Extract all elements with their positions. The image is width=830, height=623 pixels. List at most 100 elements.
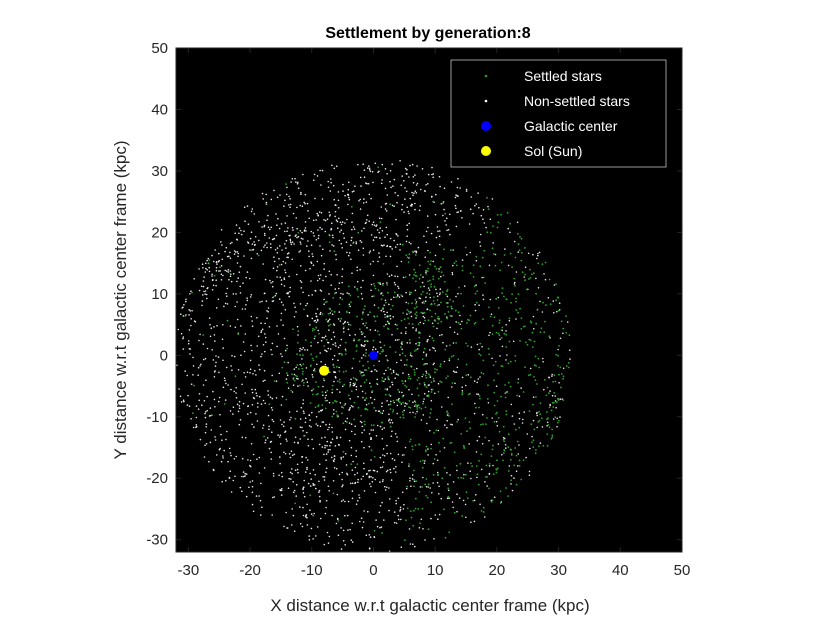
star-point <box>406 235 408 237</box>
star-point <box>330 273 333 276</box>
star-point <box>531 331 534 334</box>
star-point <box>451 424 454 426</box>
star-point <box>372 295 375 297</box>
star-point <box>415 317 417 319</box>
star-point <box>324 230 327 233</box>
star-point <box>408 465 410 467</box>
star-point <box>524 273 527 276</box>
star-point <box>484 282 487 284</box>
star-point <box>301 348 303 351</box>
star-point <box>557 354 559 357</box>
star-point <box>482 298 485 301</box>
star-point <box>336 415 339 418</box>
star-point <box>479 245 482 247</box>
star-point <box>508 319 511 322</box>
star-point <box>305 377 307 380</box>
star-point <box>354 481 357 484</box>
star-point <box>325 338 328 341</box>
star-point <box>362 163 364 165</box>
star-point <box>269 441 272 443</box>
star-point <box>350 423 353 426</box>
star-point <box>225 366 228 369</box>
star-point <box>293 302 295 305</box>
star-point <box>317 405 319 408</box>
star-point <box>182 315 185 317</box>
star-point <box>319 289 322 292</box>
star-point <box>324 436 326 439</box>
star-point <box>414 250 416 252</box>
y-tick-label: 50 <box>151 40 168 57</box>
star-point <box>222 386 225 389</box>
star-point <box>390 186 392 189</box>
star-point <box>395 296 398 299</box>
star-point <box>449 213 451 216</box>
star-point <box>355 388 358 391</box>
star-point <box>425 376 428 379</box>
star-point <box>214 365 217 367</box>
star-point <box>424 319 426 322</box>
star-point <box>299 204 302 207</box>
star-point <box>205 426 207 428</box>
star-point <box>406 206 409 209</box>
star-point <box>488 306 490 309</box>
star-point <box>353 190 355 192</box>
star-point <box>493 253 495 255</box>
star-point <box>424 269 427 272</box>
star-point <box>439 363 442 366</box>
star-point <box>215 361 217 364</box>
star-point <box>427 173 430 176</box>
star-point <box>453 451 456 454</box>
star-point <box>408 274 411 276</box>
star-point <box>394 323 397 326</box>
star-point <box>465 363 468 366</box>
star-point <box>415 480 418 483</box>
star-point <box>385 355 387 357</box>
star-point <box>282 425 285 428</box>
star-point <box>288 234 291 237</box>
star-point <box>397 295 399 297</box>
star-point <box>437 230 439 232</box>
star-point <box>308 217 311 220</box>
star-point <box>338 444 341 446</box>
star-point <box>393 281 396 284</box>
star-point <box>501 345 504 348</box>
star-point <box>311 411 313 414</box>
star-point <box>331 415 334 418</box>
star-point <box>493 391 496 394</box>
star-point <box>261 226 263 228</box>
star-point <box>209 441 212 444</box>
star-point <box>437 315 440 318</box>
star-point <box>378 217 381 219</box>
star-point <box>555 353 558 356</box>
star-point <box>401 243 404 246</box>
star-point <box>257 335 260 338</box>
star-point <box>529 447 531 450</box>
star-point <box>437 429 440 432</box>
star-point <box>351 221 353 223</box>
star-point <box>373 364 375 367</box>
star-point <box>327 341 330 344</box>
star-point <box>390 435 393 438</box>
star-point <box>427 249 429 252</box>
star-point <box>366 327 368 329</box>
star-point <box>439 230 441 232</box>
star-point <box>404 402 407 405</box>
star-point <box>304 221 307 223</box>
star-point <box>377 424 379 427</box>
star-point <box>482 372 485 375</box>
star-point <box>499 269 501 272</box>
star-point <box>466 254 468 256</box>
star-point <box>555 283 557 286</box>
star-point <box>299 523 302 525</box>
star-point <box>371 481 374 483</box>
star-point <box>178 388 180 390</box>
star-point <box>411 445 414 448</box>
star-point <box>430 260 432 262</box>
star-point <box>393 296 395 299</box>
star-point <box>413 371 416 374</box>
star-point <box>246 271 249 273</box>
star-point <box>415 302 417 305</box>
star-point <box>486 417 488 419</box>
star-point <box>405 301 408 304</box>
star-point <box>346 292 349 294</box>
